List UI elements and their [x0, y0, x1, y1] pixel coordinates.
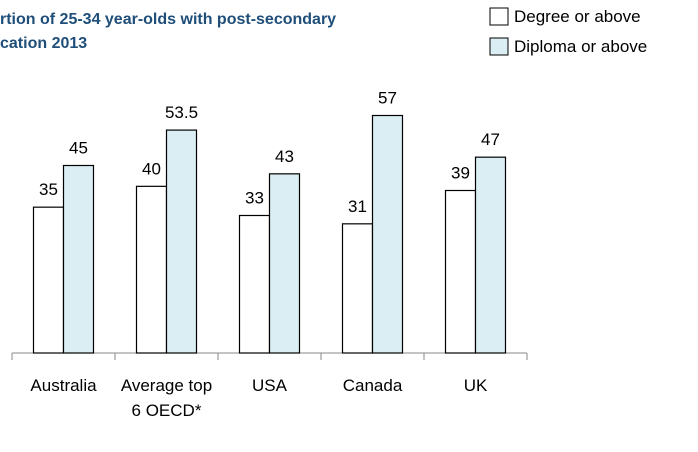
- chart-title: cation 2013: [0, 35, 87, 52]
- bar: [32, 206, 65, 354]
- bar: [135, 185, 168, 354]
- data-label: 35: [39, 180, 58, 199]
- data-label: 39: [451, 164, 470, 183]
- x-tick-label: Canada: [342, 376, 403, 395]
- bar: [165, 129, 198, 354]
- legend-label: Degree or above: [514, 7, 641, 26]
- data-label: 47: [481, 130, 500, 149]
- data-label: 33: [245, 189, 264, 208]
- data-label: 43: [275, 147, 294, 166]
- x-tick-label: Australia: [30, 376, 97, 395]
- bar: [444, 189, 477, 354]
- data-label: 45: [69, 139, 88, 158]
- bar: [62, 164, 95, 354]
- legend-swatch: [489, 37, 509, 56]
- chart-title: rtion of 25-34 year-olds with post-secon…: [0, 11, 336, 28]
- bar: [474, 156, 507, 354]
- legend-swatch: [489, 7, 509, 26]
- x-tick-label: Average top 6 OECD*: [120, 376, 213, 420]
- data-label: 40: [142, 159, 161, 178]
- data-label: 57: [378, 89, 397, 108]
- data-label: 53.5: [165, 103, 198, 122]
- data-label: 31: [348, 197, 367, 216]
- x-tick-label: USA: [252, 376, 287, 395]
- x-tick-label: UK: [463, 376, 488, 395]
- bar: [341, 223, 374, 354]
- bar: [238, 214, 271, 354]
- bar: [371, 114, 404, 354]
- bar: [268, 173, 301, 354]
- legend-label: Diploma or above: [514, 37, 647, 56]
